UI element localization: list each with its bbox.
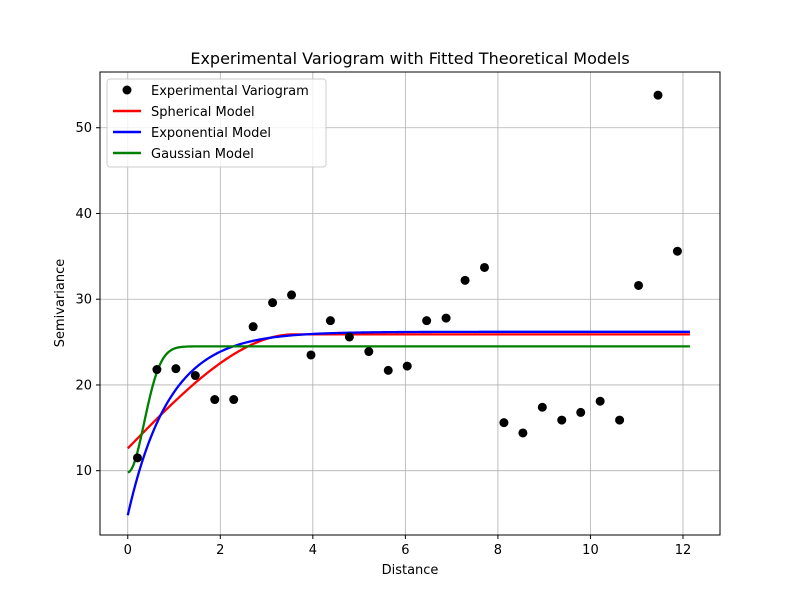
variogram-point [615,415,625,425]
variogram-point [634,280,644,290]
variogram-point [132,453,142,463]
variogram-point [576,407,586,417]
plot-area [126,90,690,516]
axis-ticks: 0 2 4 6 8 10 12 10 20 30 40 50 [75,121,691,558]
variogram-point [383,365,393,375]
y-axis-label: Semivariance [53,259,68,348]
variogram-point [653,90,663,100]
x-tick-label: 2 [216,543,224,558]
variogram-point [595,396,605,406]
variogram-point [325,316,335,326]
variogram-point [210,395,220,405]
gaussian-model-line [127,345,690,474]
chart-title: Experimental Variogram with Fitted Theor… [190,49,629,68]
variogram-point [402,361,412,371]
legend-box [106,78,327,168]
variogram-point [190,371,200,381]
spherical-model-line [126,333,690,450]
y-tick-label: 10 [75,464,92,479]
variogram-point [441,313,451,323]
x-tick-label: 8 [494,543,502,558]
y-tick-label: 40 [75,207,92,222]
legend: Experimental Variogram Spherical Model E… [106,78,327,168]
variogram-point [268,298,278,308]
variogram-point [537,402,547,412]
variogram-point [557,415,567,425]
variogram-point [287,290,297,300]
legend-label-gaussian: Gaussian Model [151,147,254,162]
variogram-point [171,364,181,374]
y-tick-label: 50 [75,121,92,136]
legend-marker-experimental [122,85,132,95]
x-tick-label: 4 [309,543,317,558]
variogram-point [152,365,162,375]
variogram-point [479,262,489,272]
legend-label-exponential: Exponential Model [151,126,271,141]
y-tick-label: 20 [75,378,92,393]
legend-label-spherical: Spherical Model [151,105,255,120]
x-tick-label: 12 [675,543,692,558]
axes-frame [99,71,721,536]
x-tick-label: 10 [582,543,599,558]
variogram-point [229,395,239,405]
x-tick-label: 6 [401,543,409,558]
y-tick-label: 30 [75,293,92,308]
variogram-point [499,418,509,428]
variogram-point [344,332,354,342]
variogram-point [672,246,682,256]
variogram-point [422,316,432,326]
legend-label-experimental: Experimental Variogram [151,84,309,99]
exponential-model-line [126,330,690,516]
variogram-point [460,275,470,285]
x-axis-label: Distance [382,563,439,578]
x-tick-label: 0 [124,543,132,558]
variogram-point [364,347,374,357]
variogram-point [306,350,316,360]
variogram-point [248,322,258,332]
variogram-point [518,428,528,438]
